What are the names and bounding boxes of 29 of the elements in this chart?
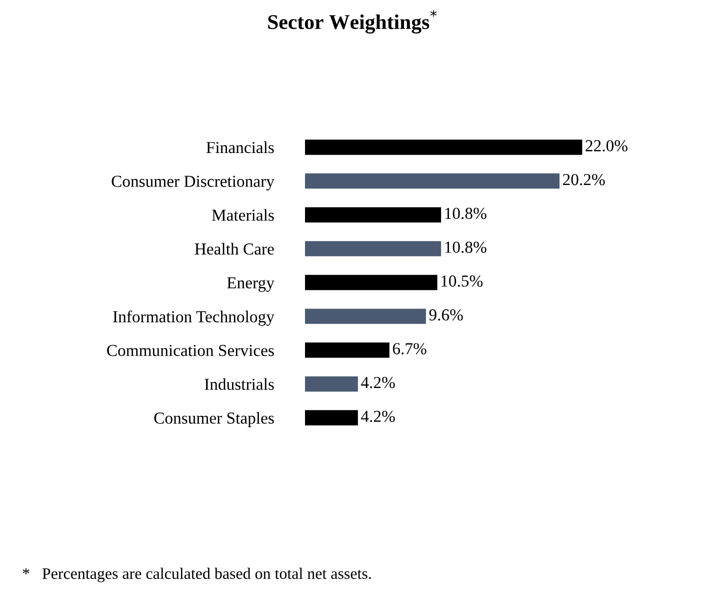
bar [305,410,358,426]
bar [305,241,442,256]
data-label: 4.2% [361,376,395,388]
y-tick-label: Industrials [204,378,274,390]
bar [305,342,390,358]
data-label: 10.5% [442,275,483,287]
text: * Percentages are calculated based on total net assets. [22,568,371,582]
y-tick-label: Materials [212,209,274,221]
data-label: 6.7% [392,343,426,354]
bar [305,173,560,189]
y-tick-label: Consumer Discretionary [112,176,274,190]
bar [305,274,438,290]
y-tick-label: Consumer Staples [154,412,274,428]
bar [305,376,358,392]
bar [305,308,426,324]
bar [305,140,582,155]
data-label: 22.0% [586,140,628,152]
data-label: 20.2% [563,174,605,186]
y-tick-label: Energy [227,277,274,292]
data-label: 4.2% [361,410,395,422]
y-tick-label: Communication Services [107,344,274,356]
y-tick-label: Health Care [194,242,274,255]
y-tick-label: Financials [206,141,274,154]
chart-title: Sector Weightings$^{*}$ [268,10,437,34]
data-label: 10.8% [445,208,486,220]
data-label: 10.8% [445,242,486,253]
bar [305,207,442,222]
data-label: 9.6% [429,309,463,321]
y-tick-label: Information Technology [113,310,274,326]
